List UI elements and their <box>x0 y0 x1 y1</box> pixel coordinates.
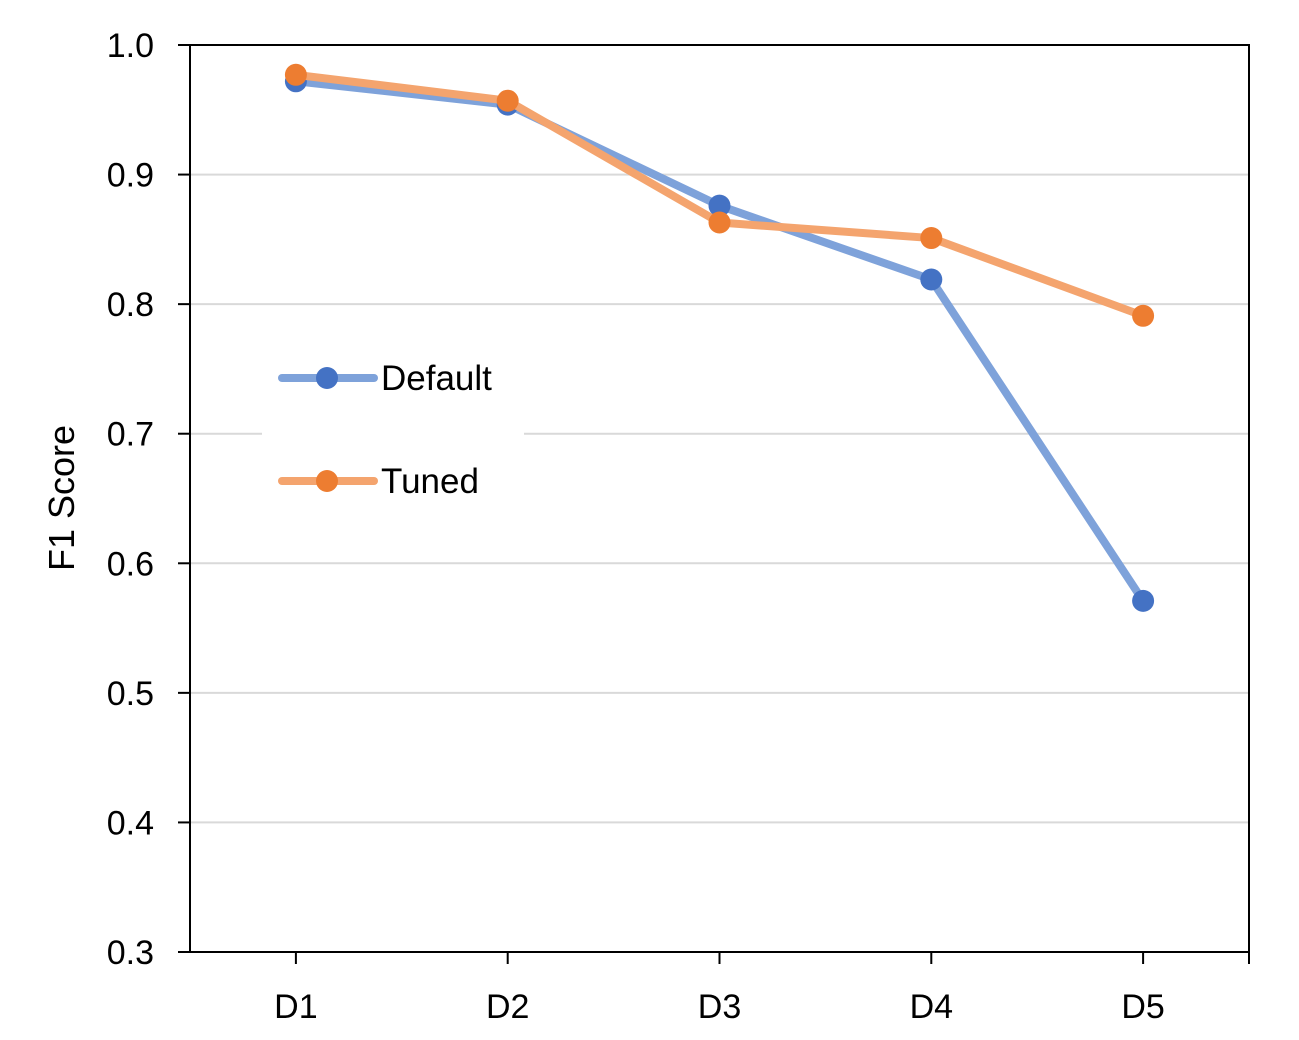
series-default <box>284 70 1155 612</box>
legend: Default Tuned <box>262 346 524 514</box>
data-point <box>708 211 731 234</box>
y-axis-title: F1 Score <box>41 425 82 571</box>
data-point <box>708 194 731 217</box>
legend-label: Tuned <box>381 462 479 501</box>
data-point <box>496 89 519 112</box>
series-line <box>291 77 1148 605</box>
data-point <box>1132 589 1155 612</box>
y-tick-label: 0.4 <box>107 804 154 842</box>
legend-item-default: Default <box>278 359 492 398</box>
legend-item-tuned: Tuned <box>278 462 479 501</box>
y-tick-label: 1.0 <box>107 27 154 65</box>
x-tick-label: D1 <box>274 988 317 1026</box>
data-point <box>920 268 943 291</box>
y-tick-labels: 0.3 0.4 0.5 0.6 0.7 0.8 0.9 1.0 <box>107 27 154 972</box>
legend-marker <box>316 367 338 389</box>
y-tick-label: 0.7 <box>107 416 154 454</box>
y-tick-label: 0.6 <box>107 545 154 583</box>
series <box>284 63 1155 612</box>
x-tick-label: D4 <box>910 988 953 1026</box>
y-tick-label: 0.3 <box>107 934 154 972</box>
axes <box>178 44 1250 964</box>
x-tick-label: D2 <box>486 988 529 1026</box>
series-tuned <box>284 63 1155 327</box>
legend-label: Default <box>381 359 492 398</box>
data-point <box>1132 304 1155 327</box>
y-tick-label: 0.5 <box>107 675 154 713</box>
y-tick-label: 0.9 <box>107 157 154 195</box>
x-tick-label: D5 <box>1121 988 1164 1026</box>
y-tick-label: 0.8 <box>107 286 154 324</box>
data-point <box>284 63 307 86</box>
data-point <box>920 227 943 250</box>
x-tick-labels: D1 D2 D3 D4 D5 <box>274 988 1165 1026</box>
x-tick-label: D3 <box>698 988 741 1026</box>
legend-marker <box>316 470 338 492</box>
